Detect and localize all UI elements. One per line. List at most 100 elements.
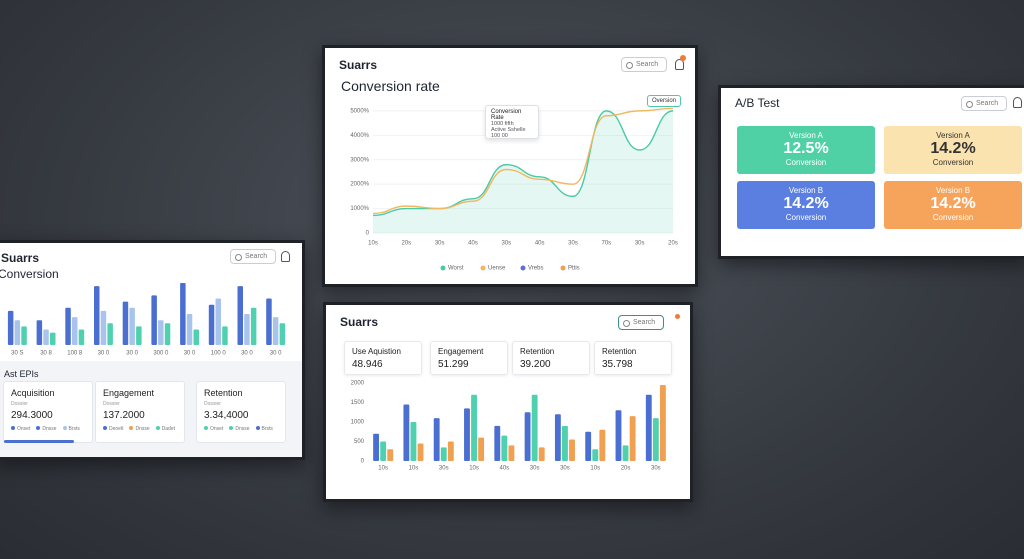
bar: [659, 384, 666, 461]
user-icon[interactable]: [281, 251, 290, 262]
card-label: Version A: [936, 131, 970, 140]
bar: [645, 394, 652, 461]
bar: [569, 439, 575, 461]
bar: [72, 317, 78, 345]
x-tick-label: 30s: [501, 241, 511, 247]
x-tick-label: 10s: [590, 466, 600, 472]
y-tick-label: 2000: [351, 381, 365, 387]
brand: Suarrs: [339, 58, 378, 72]
ab-card: Version A 12.5% Conversion: [737, 126, 875, 174]
bar: [447, 441, 454, 461]
kpi-label: Retention: [204, 388, 243, 398]
user-icon[interactable]: [675, 59, 684, 70]
bar: [410, 422, 417, 461]
bar: [531, 394, 538, 461]
ab-card: Version B 14.2% Conversion: [737, 181, 875, 229]
bar: [49, 332, 56, 345]
x-tick-label: 300 0: [153, 351, 169, 357]
bar: [164, 323, 171, 345]
metric-card: Engagement 51.299: [430, 341, 508, 375]
x-tick-label: 30 8: [40, 351, 52, 357]
card-label: Version B: [788, 186, 824, 195]
user-icon[interactable]: [1013, 97, 1022, 108]
bar: [433, 418, 440, 461]
x-tick-label: 30 0: [184, 351, 196, 357]
bar: [629, 416, 636, 461]
y-tick-label: 4000%: [350, 133, 369, 139]
x-tick-label: 100 8: [67, 351, 83, 357]
y-tick-label: 1500: [351, 400, 365, 406]
bar: [652, 418, 659, 461]
bar: [562, 425, 568, 461]
progress: [4, 440, 74, 443]
bar: [538, 447, 545, 461]
bar: [592, 449, 599, 461]
line: [372, 110, 674, 217]
tooltip-line: Active Sshelle: [491, 127, 526, 133]
bar: [585, 431, 592, 461]
search[interactable]: Search: [621, 57, 668, 72]
card-value: 14.2%: [930, 140, 976, 157]
bar: [237, 286, 244, 345]
tooltip: Conversion Rate 1000 fifth Active Sshell…: [485, 105, 539, 139]
kpi-sub: Dossier: [11, 401, 28, 407]
kpi-value: 294.3000: [11, 410, 53, 421]
bar: [279, 323, 286, 345]
tooltip-title: Conversion Rate: [491, 109, 522, 121]
y-tick-label: 1000: [351, 420, 365, 426]
bar: [266, 298, 272, 345]
bar: [471, 394, 477, 461]
bar: [43, 329, 49, 345]
legend-label: Vrebs: [528, 266, 543, 272]
bar: [373, 433, 380, 461]
metric-label: Engagement: [438, 347, 484, 356]
kpi-sub: Dossier: [204, 401, 221, 407]
metric-label: Retention: [602, 347, 637, 356]
kpi-card: Engagement Dossier 137.2000 Deoelt Dnsse D…: [95, 381, 185, 443]
bar: [7, 310, 14, 345]
card-value: 14.2%: [930, 195, 976, 212]
search[interactable]: Search: [961, 96, 1008, 111]
bar: [222, 326, 228, 345]
x-tick-label: 30 0: [270, 351, 282, 357]
bar: [478, 437, 485, 461]
y-tick-label: 1000%: [350, 206, 369, 212]
area: [373, 110, 673, 233]
metric-card: Retention 35.798: [594, 341, 672, 375]
y-tick-label: 5000%: [350, 108, 369, 114]
card-value: 12.5%: [783, 140, 829, 157]
x-tick-label: 20s: [621, 466, 631, 472]
x-tick-label: 40s: [468, 241, 478, 247]
legend-swatch: [560, 265, 566, 271]
legend-label: Pttis: [568, 266, 580, 272]
bar: [14, 320, 21, 345]
bar: [244, 314, 250, 345]
overview-panel: Suarrs Search Conversion 30 S 30 8 100 8 30…: [0, 240, 305, 460]
x-tick-label: 30s: [560, 466, 570, 472]
legend-entry: Deoelt: [103, 426, 123, 432]
x-tick-label: 10s: [409, 466, 419, 472]
y-tick-label: 3000%: [350, 157, 369, 163]
x-tick-label: 10s: [368, 241, 378, 247]
bar: [158, 320, 164, 345]
metric-label: Retention: [520, 347, 555, 356]
legend-swatch: [480, 265, 486, 271]
legend-entry: Brsts: [256, 426, 273, 432]
kpi-card: Acquisition Dossier 294.3000 Onset Dnsse B…: [3, 381, 93, 443]
legend-swatch: [520, 265, 526, 271]
metric-label: Use Aquistion: [352, 347, 401, 356]
metrics-panel: Suarrs Search Use Aquistion 48.946 Engage…: [323, 302, 693, 502]
legend-entry: Dnsse: [229, 426, 249, 432]
card-value: 14.2%: [783, 195, 829, 212]
bar: [387, 449, 394, 461]
x-tick-label: 40s: [535, 241, 545, 247]
search[interactable]: Search: [230, 249, 277, 264]
search[interactable]: Search: [618, 315, 665, 330]
bar: [524, 412, 531, 461]
bar: [100, 310, 107, 345]
bar: [403, 404, 410, 461]
brand: Suarrs: [1, 251, 40, 265]
notification-dot: [680, 55, 686, 61]
kpi-card: Retention Dossier 3.34,4000 Onset Dnsse Br…: [196, 381, 286, 443]
